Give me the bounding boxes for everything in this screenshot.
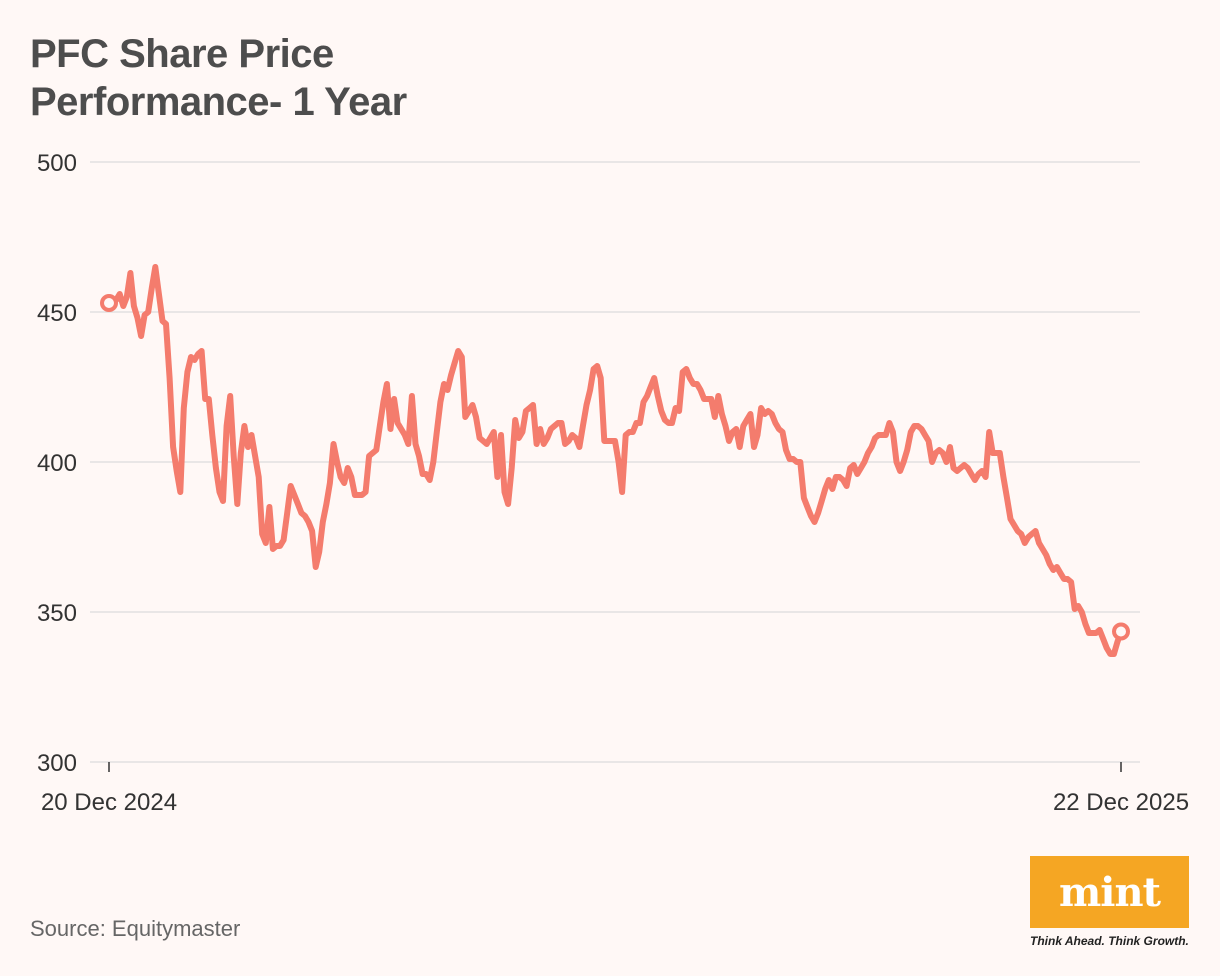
y-tick-label: 300 [37, 750, 77, 777]
y-tick-label: 500 [37, 150, 77, 177]
x-axis: 20 Dec 2024 22 Dec 2025 [41, 761, 1189, 816]
gridlines [90, 161, 1140, 613]
logo-tagline: Think Ahead. Think Growth. [1030, 934, 1189, 948]
chart-title: PFC Share Price Performance- 1 Year [30, 30, 730, 126]
start-point-marker [100, 294, 118, 312]
chart-title-line-1: PFC Share Price [30, 32, 334, 76]
x-tick-label: 22 Dec 2025 [1053, 789, 1189, 816]
end-point-marker [1112, 622, 1130, 641]
chart-title-line-2: Performance- 1 Year [30, 80, 407, 124]
series-line [106, 264, 1124, 657]
mint-logo: mint [1030, 856, 1189, 928]
y-axis-tick-labels: 500 450 400 350 300 [37, 150, 77, 777]
y-tick-label: 400 [37, 450, 77, 477]
y-tick-label: 350 [37, 600, 77, 627]
source-note: Source: Equitymaster [30, 916, 241, 941]
y-tick-label: 450 [37, 300, 77, 327]
x-tick-label: 20 Dec 2024 [41, 789, 177, 816]
